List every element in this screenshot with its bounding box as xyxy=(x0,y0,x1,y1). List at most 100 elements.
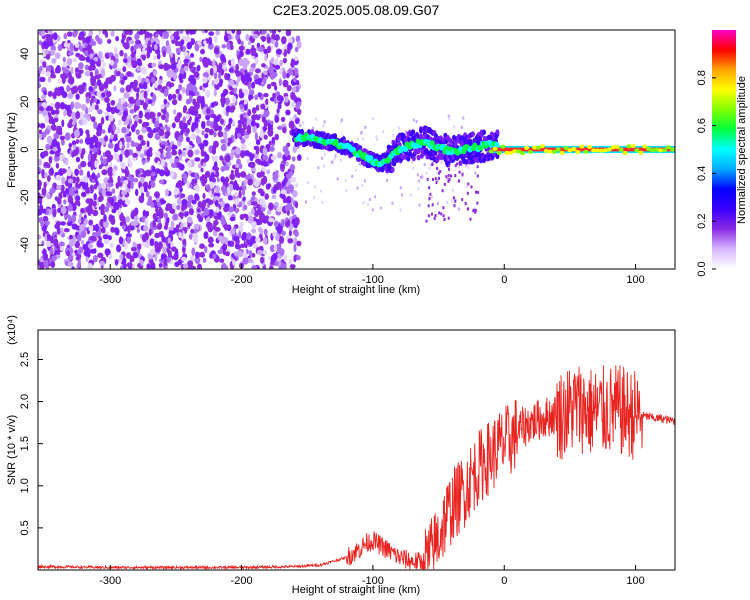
heatmap-cell xyxy=(428,166,431,170)
heatmap-cell xyxy=(452,196,455,200)
heatmap-cell xyxy=(634,148,640,153)
heatmap-cell xyxy=(249,154,254,162)
heatmap-cell xyxy=(466,191,469,195)
heatmap-cell xyxy=(42,208,47,214)
heatmap-cell xyxy=(189,183,193,189)
heatmap-cell xyxy=(68,254,74,261)
heatmap-cell xyxy=(101,188,107,197)
heatmap-cell xyxy=(222,64,227,71)
heatmap-cell xyxy=(70,101,74,110)
heatmap-cell xyxy=(188,37,192,42)
heatmap-cell xyxy=(123,52,128,59)
heatmap-cell xyxy=(179,154,183,161)
x-tick-label: 100 xyxy=(626,575,644,587)
heatmap-cell xyxy=(188,208,194,216)
y-tick-label: 1.0 xyxy=(19,478,31,493)
x-tick-label: -100 xyxy=(362,274,384,286)
heatmap-cell xyxy=(80,207,85,214)
heatmap-cell xyxy=(175,88,180,95)
heatmap-cell xyxy=(430,195,433,199)
heatmap-cell xyxy=(260,177,265,186)
heatmap-cell xyxy=(138,110,143,119)
heatmap-cell xyxy=(65,104,72,113)
heatmap-cell xyxy=(216,177,220,183)
heatmap-cell xyxy=(430,212,433,216)
y-tick-label: 0.5 xyxy=(19,520,31,535)
heatmap-cell xyxy=(213,131,217,138)
heatmap-cell xyxy=(104,248,111,256)
heatmap-cell xyxy=(150,180,156,188)
heatmap-cell xyxy=(39,264,45,269)
heatmap-cell xyxy=(246,232,252,240)
heatmap-cell xyxy=(277,103,282,110)
heatmap-cell xyxy=(280,189,287,195)
heatmap-cell xyxy=(236,30,242,35)
heatmap-cell xyxy=(237,123,242,129)
heatmap-cell xyxy=(85,56,91,63)
heatmap-cell xyxy=(135,188,139,197)
heatmap-cell xyxy=(174,131,180,138)
heatmap-cell xyxy=(88,86,93,92)
heatmap-cell xyxy=(203,207,210,216)
heatmap-cell xyxy=(127,225,131,234)
heatmap-cell xyxy=(194,193,200,201)
heatmap-cell xyxy=(103,177,110,185)
heatmap-cell xyxy=(142,81,148,90)
heatmap-cell xyxy=(234,168,239,175)
heatmap-cell xyxy=(362,201,365,204)
heatmap-cell xyxy=(194,256,201,264)
heatmap-cell xyxy=(85,198,92,204)
heatmap-cell xyxy=(179,44,183,51)
heatmap-cell xyxy=(382,130,385,134)
heatmap-cell xyxy=(280,192,286,200)
heatmap-cell xyxy=(239,221,244,228)
heatmap-cell xyxy=(443,182,446,186)
heatmap-cell xyxy=(102,61,106,68)
heatmap-cell xyxy=(181,199,188,206)
heatmap-cell xyxy=(445,175,448,179)
heatmap-cell xyxy=(38,82,42,89)
heatmap-cell xyxy=(392,134,395,138)
heatmap-cell xyxy=(124,30,129,35)
heatmap-cell xyxy=(520,151,526,156)
heatmap-cell xyxy=(571,147,577,152)
heatmap-cell xyxy=(224,265,228,269)
heatmap-cell xyxy=(80,216,84,224)
heatmap-cell xyxy=(128,39,135,45)
heatmap-cell xyxy=(267,128,274,137)
heatmap-cell xyxy=(82,175,89,184)
heatmap-cell xyxy=(153,81,159,89)
heatmap-cell xyxy=(200,48,205,55)
snr-y-axis-label: SNR (10 * v/v) xyxy=(6,415,18,485)
heatmap-cell xyxy=(77,84,84,92)
heatmap-cell xyxy=(67,178,74,184)
heatmap-cell xyxy=(231,149,235,155)
heatmap-cell xyxy=(266,210,272,215)
heatmap-cell xyxy=(155,150,161,158)
heatmap-cell xyxy=(372,116,375,120)
heatmap-cell xyxy=(286,142,291,148)
y-tick-label: -20 xyxy=(19,189,31,205)
heatmap-cell xyxy=(171,162,177,169)
heatmap-cell xyxy=(98,51,103,59)
heatmap-cell xyxy=(106,91,112,98)
heatmap-cell xyxy=(244,75,249,82)
heatmap-cell xyxy=(219,79,223,88)
heatmap-cell xyxy=(418,203,421,207)
heatmap-cell xyxy=(52,146,57,152)
heatmap-cell xyxy=(71,266,75,269)
heatmap-cell xyxy=(224,72,228,78)
heatmap-cell xyxy=(154,191,160,199)
heatmap-cell xyxy=(333,157,336,161)
heatmap-cell xyxy=(435,181,438,185)
heatmap-cell xyxy=(243,81,249,86)
heatmap-cell xyxy=(236,54,241,60)
heatmap-cell xyxy=(287,154,291,161)
heatmap-cell xyxy=(189,95,193,103)
heatmap-cell xyxy=(69,187,75,193)
heatmap-cell xyxy=(476,201,479,205)
heatmap-cell xyxy=(56,129,63,136)
heatmap-cell xyxy=(291,86,296,93)
heatmap-cell xyxy=(283,254,287,262)
heatmap-cell xyxy=(280,163,285,170)
